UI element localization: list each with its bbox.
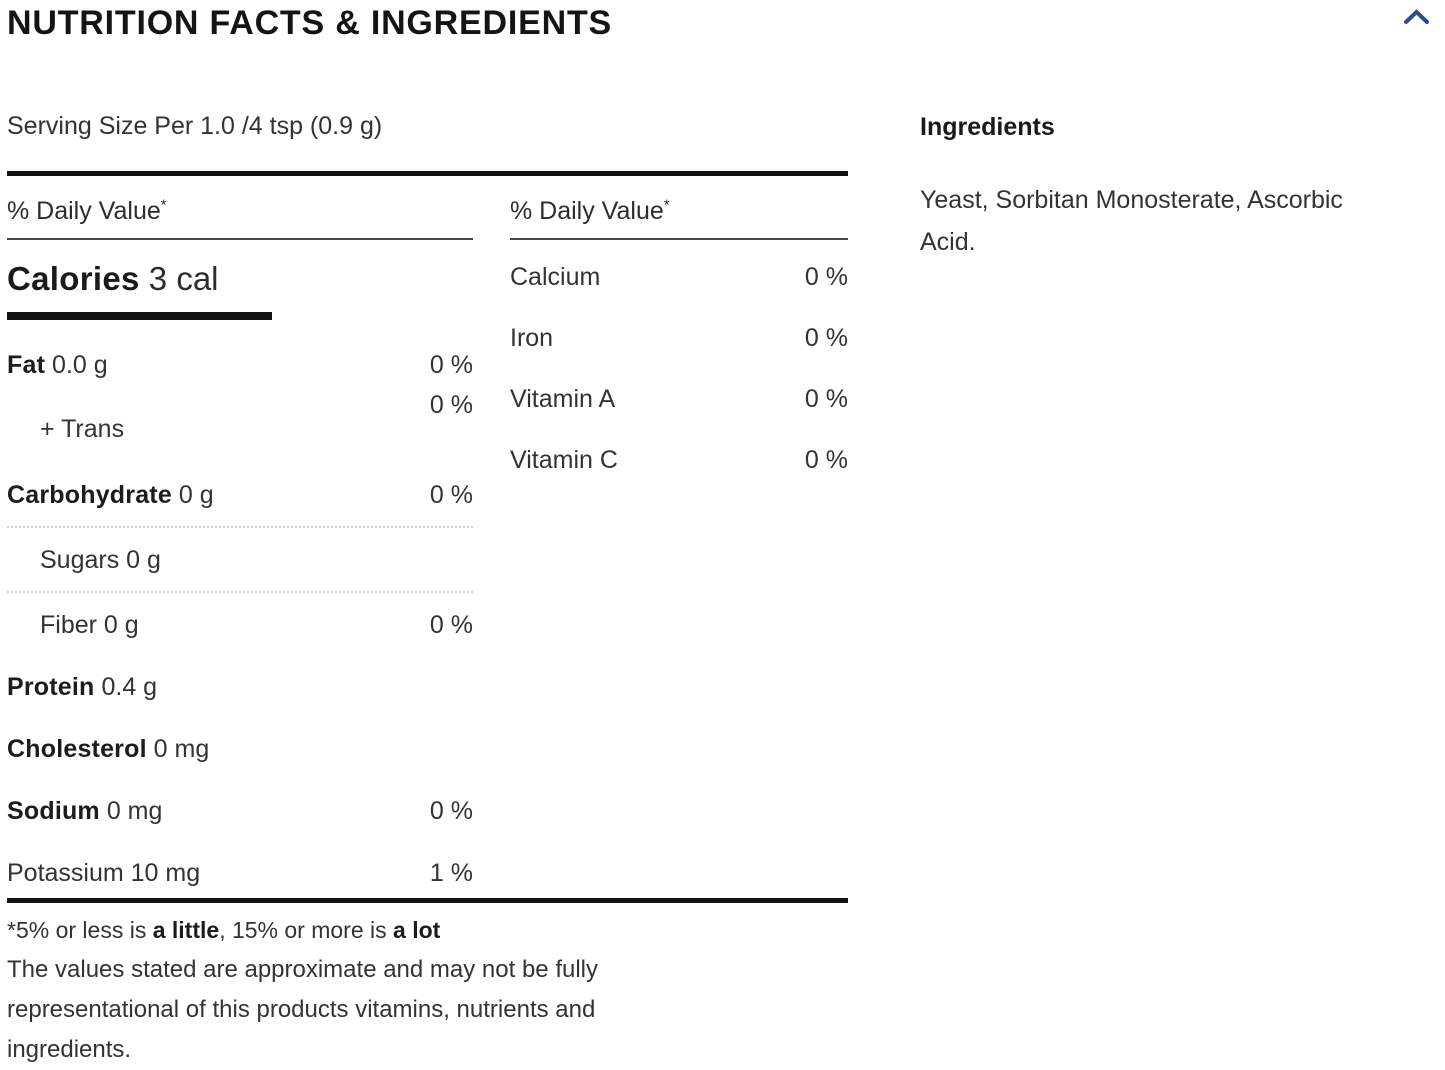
nutrient-label: Vitamin C	[510, 446, 618, 474]
nutrient-row-potassium: Potassium 10 mg 1 %	[7, 859, 473, 887]
calories-value: 3 cal	[139, 260, 219, 297]
chevron-up-icon	[1403, 9, 1430, 29]
nutrient-label: Protein 0.4 g	[7, 673, 158, 701]
nutrient-row-cholesterol: Cholesterol 0 mg	[7, 735, 473, 763]
nutrient-row-trans: + Trans 0 %	[7, 391, 473, 443]
daily-value-header-left: % Daily Value*	[7, 197, 473, 225]
nutrient-label: + Trans	[40, 415, 125, 443]
nutrient-row-protein: Protein 0.4 g	[7, 673, 473, 701]
ingredients-heading: Ingredients	[920, 113, 1055, 141]
nutrient-value: 0 %	[804, 446, 848, 474]
nutrient-row-vitamin-c: Vitamin C 0 %	[510, 446, 848, 474]
dotted-divider	[7, 526, 473, 528]
micronutrient-rows: Calcium 0 % Iron 0 % Vitamin A 0 % Vit	[510, 263, 848, 474]
nutrient-label: Fiber 0 g	[40, 611, 139, 639]
nutrient-value: 0 %	[429, 481, 473, 509]
nutrient-label: Carbohydrate 0 g	[7, 481, 214, 509]
nutrient-label: Vitamin A	[510, 385, 616, 413]
ingredients-panel: Ingredients Yeast, Sorbitan Monosterate,…	[920, 112, 1370, 263]
nutrient-label: Sodium 0 mg	[7, 797, 163, 825]
macronutrients-column: % Daily Value* Calories 3 cal Fat 0.0 g …	[7, 176, 473, 887]
nutrient-label: Sugars 0 g	[40, 546, 161, 574]
nutrient-value: 0 %	[429, 391, 473, 419]
nutrient-label: Calcium	[510, 263, 601, 291]
dotted-divider	[7, 591, 473, 593]
nutrient-value: 0 %	[429, 351, 473, 379]
daily-value-label: % Daily Value	[510, 197, 664, 225]
section-title: NUTRITION FACTS & INGREDIENTS	[7, 4, 612, 42]
daily-value-asterisk: *	[160, 196, 167, 214]
nutrient-row-iron: Iron 0 %	[510, 324, 848, 352]
nutrient-label: Cholesterol 0 mg	[7, 735, 210, 763]
daily-value-footnote: *5% or less is a little, 15% or more is …	[7, 917, 441, 943]
daily-value-header-right: % Daily Value*	[510, 197, 848, 225]
footnote-rule	[7, 898, 848, 903]
micronutrients-column: % Daily Value* Calcium 0 % Iron 0 % Vita…	[510, 176, 848, 887]
ingredients-text: Yeast, Sorbitan Monosterate, Ascorbic Ac…	[920, 186, 1343, 256]
nutrient-value: 0 %	[429, 797, 473, 825]
nutrient-row-vitamin-a: Vitamin A 0 %	[510, 385, 848, 413]
nutrient-label: Fat 0.0 g	[7, 351, 108, 379]
nutrient-row-sugars: Sugars 0 g	[7, 546, 473, 574]
serving-size-text: Serving Size Per 1.0 /4 tsp (0.9 g)	[7, 112, 383, 140]
nutrient-row-calcium: Calcium 0 %	[510, 263, 848, 291]
nutrient-row-sodium: Sodium 0 mg 0 %	[7, 797, 473, 825]
section-content: Serving Size Per 1.0 /4 tsp (0.9 g) % Da…	[0, 112, 1445, 1070]
nutrient-row-fat: Fat 0.0 g 0 %	[7, 351, 473, 379]
calories-row: Calories 3 cal	[7, 260, 473, 298]
collapse-section-button[interactable]	[1401, 0, 1432, 28]
nutrient-value: 0 %	[804, 385, 848, 413]
nutrient-label: Iron	[510, 324, 554, 352]
section-header: NUTRITION FACTS & INGREDIENTS	[0, 0, 1445, 46]
top-rule	[7, 171, 848, 176]
header-rule-right	[510, 238, 848, 240]
nutrient-value: 0 %	[429, 611, 473, 639]
nutrient-value: 0 %	[804, 263, 848, 291]
nutrient-value: 1 %	[429, 859, 473, 887]
nutrition-facts-panel: Serving Size Per 1.0 /4 tsp (0.9 g) % Da…	[7, 112, 848, 1070]
values-disclaimer: The values stated are approximate and ma…	[7, 956, 598, 1063]
nutrient-label: Potassium 10 mg	[7, 859, 201, 887]
facts-columns: % Daily Value* Calories 3 cal Fat 0.0 g …	[7, 176, 848, 887]
nutrient-value: 0 %	[804, 324, 848, 352]
nutrient-row-carbohydrate: Carbohydrate 0 g 0 %	[7, 481, 473, 509]
header-rule-left	[7, 238, 473, 240]
daily-value-asterisk: *	[663, 196, 670, 214]
calories-rule	[7, 312, 272, 320]
calories-label: Calories	[7, 260, 140, 297]
daily-value-label: % Daily Value	[7, 197, 161, 225]
nutrient-row-fiber: Fiber 0 g 0 %	[7, 611, 473, 639]
